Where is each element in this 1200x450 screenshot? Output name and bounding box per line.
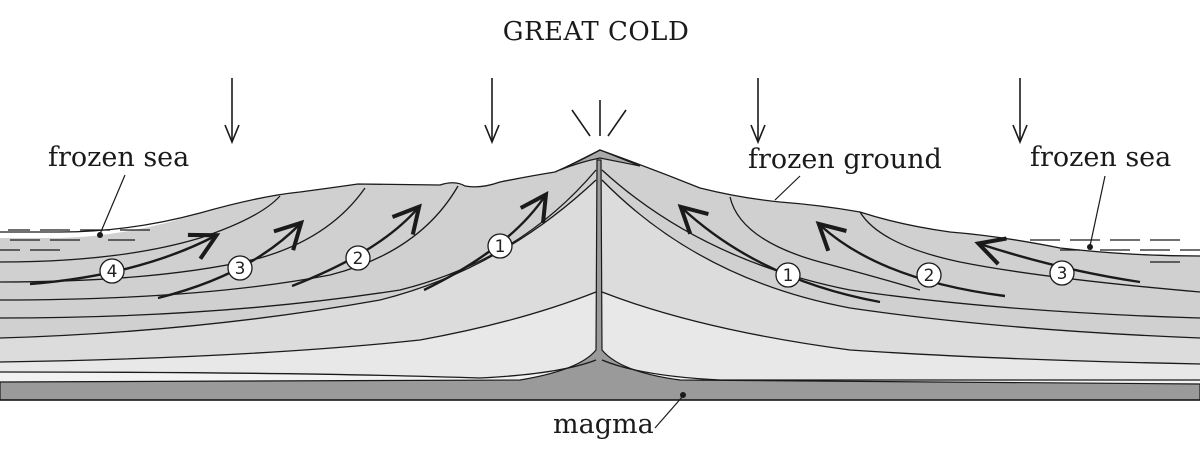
ice-lower-layer-left [0, 292, 596, 390]
diagram-title: GREAT COLD [503, 17, 690, 47]
flow-arrow-right-1 [677, 203, 881, 304]
leader-lines [97, 174, 1106, 429]
label-frozen-ground: frozen ground [748, 144, 942, 175]
layer-line-right-5 [601, 291, 1200, 365]
marker-right-1: 1 [775, 262, 801, 288]
leader-dot [97, 232, 103, 238]
magma [0, 159, 1200, 401]
leader-frozen-ground [774, 175, 801, 201]
frozen-sea-left-hatching [0, 229, 150, 251]
ice-surface-outline [0, 149, 1200, 257]
marker-left-2-text: 2 [353, 249, 364, 269]
cold-arrow-3 [750, 78, 766, 145]
marker-left-2: 2 [345, 245, 371, 271]
marker-right-2-text: 2 [924, 266, 935, 286]
label-magma: magma [553, 409, 654, 440]
cold-arrow-2 [484, 78, 500, 145]
magma-band [0, 159, 1200, 401]
layer-line-right-3 [601, 169, 1200, 319]
flow-arrow-left-4 [29, 232, 221, 286]
flow-arrow-left-2 [291, 203, 422, 288]
leader-dot [1087, 244, 1093, 250]
marker-left-3: 3 [227, 255, 253, 281]
cold-arrows [224, 78, 1028, 145]
layer-line-right-6 [601, 359, 1200, 381]
layer-line-right-4 [601, 179, 1200, 339]
layer-line-left-4 [0, 169, 597, 319]
frozen-sea-right-hatching [1030, 239, 1200, 263]
cold-arrow-1 [224, 78, 240, 145]
layer-line-left-7 [0, 359, 597, 379]
label-frozen-sea-left: frozen sea [48, 142, 189, 173]
flow-markers: 4 3 2 1 1 2 3 [99, 233, 1075, 288]
marker-left-4: 4 [99, 258, 125, 284]
marker-right-1-text: 1 [783, 266, 794, 286]
leader-frozen-sea-right [1089, 175, 1106, 247]
marker-left-1-text: 1 [495, 237, 506, 257]
marker-left-1: 1 [487, 233, 513, 259]
marker-right-2: 2 [916, 262, 942, 288]
leader-dot [680, 392, 686, 398]
layer-line-left-1 [0, 195, 281, 263]
leader-magma [654, 395, 684, 429]
summit-radiating-lines [571, 100, 627, 137]
marker-right-3: 3 [1049, 260, 1075, 286]
layer-line-left-5 [0, 179, 597, 339]
ice-lower-layer-right [602, 292, 1200, 390]
label-frozen-sea-right: frozen sea [1030, 142, 1171, 173]
marker-left-4-text: 4 [107, 262, 118, 282]
layer-line-right-1 [729, 196, 921, 291]
marker-left-3-text: 3 [235, 259, 246, 279]
flow-arrow-right-2 [815, 220, 1006, 298]
cold-arrow-4 [1012, 78, 1028, 145]
marker-right-3-text: 3 [1057, 264, 1068, 284]
layer-line-left-6 [0, 291, 597, 363]
leader-frozen-sea-left [99, 174, 126, 235]
